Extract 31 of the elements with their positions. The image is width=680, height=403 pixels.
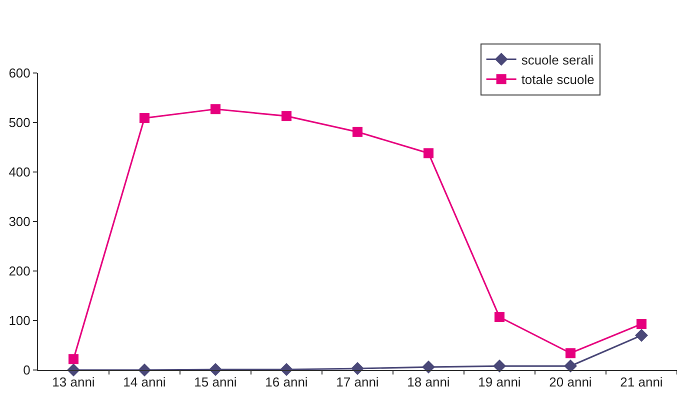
legend-label: scuole serali <box>521 52 594 68</box>
x-tick-label: 21 anni <box>620 374 663 390</box>
x-tick-label: 18 anni <box>407 374 450 390</box>
point <box>635 328 648 342</box>
point <box>493 360 506 373</box>
x-tick-label: 20 anni <box>549 374 592 390</box>
y-tick-label: 300 <box>8 214 30 230</box>
point <box>566 348 576 358</box>
x-tick-label: 19 anni <box>478 374 521 390</box>
y-tick-label: 500 <box>8 115 30 130</box>
y-tick-label: 0 <box>23 362 30 378</box>
point <box>68 354 78 364</box>
x-tick-label: 15 anni <box>194 374 237 390</box>
point <box>140 113 150 124</box>
legend-label: totale scuole <box>521 72 594 88</box>
point <box>352 126 362 137</box>
point <box>424 148 434 158</box>
x-tick-label: 17 anni <box>336 374 379 390</box>
point <box>636 318 646 329</box>
y-tick-label: 200 <box>8 264 30 279</box>
x-tick-label: 14 anni <box>123 374 166 390</box>
y-tick-label: 100 <box>8 313 30 328</box>
point <box>422 360 435 374</box>
x-tick-label: 16 anni <box>265 374 308 390</box>
point <box>282 111 292 122</box>
point <box>494 312 504 322</box>
point <box>210 104 220 114</box>
y-tick-label: 400 <box>8 164 30 180</box>
y-tick-label: 600 <box>8 66 30 81</box>
x-tick-label: 13 anni <box>52 374 95 390</box>
point <box>564 360 577 373</box>
